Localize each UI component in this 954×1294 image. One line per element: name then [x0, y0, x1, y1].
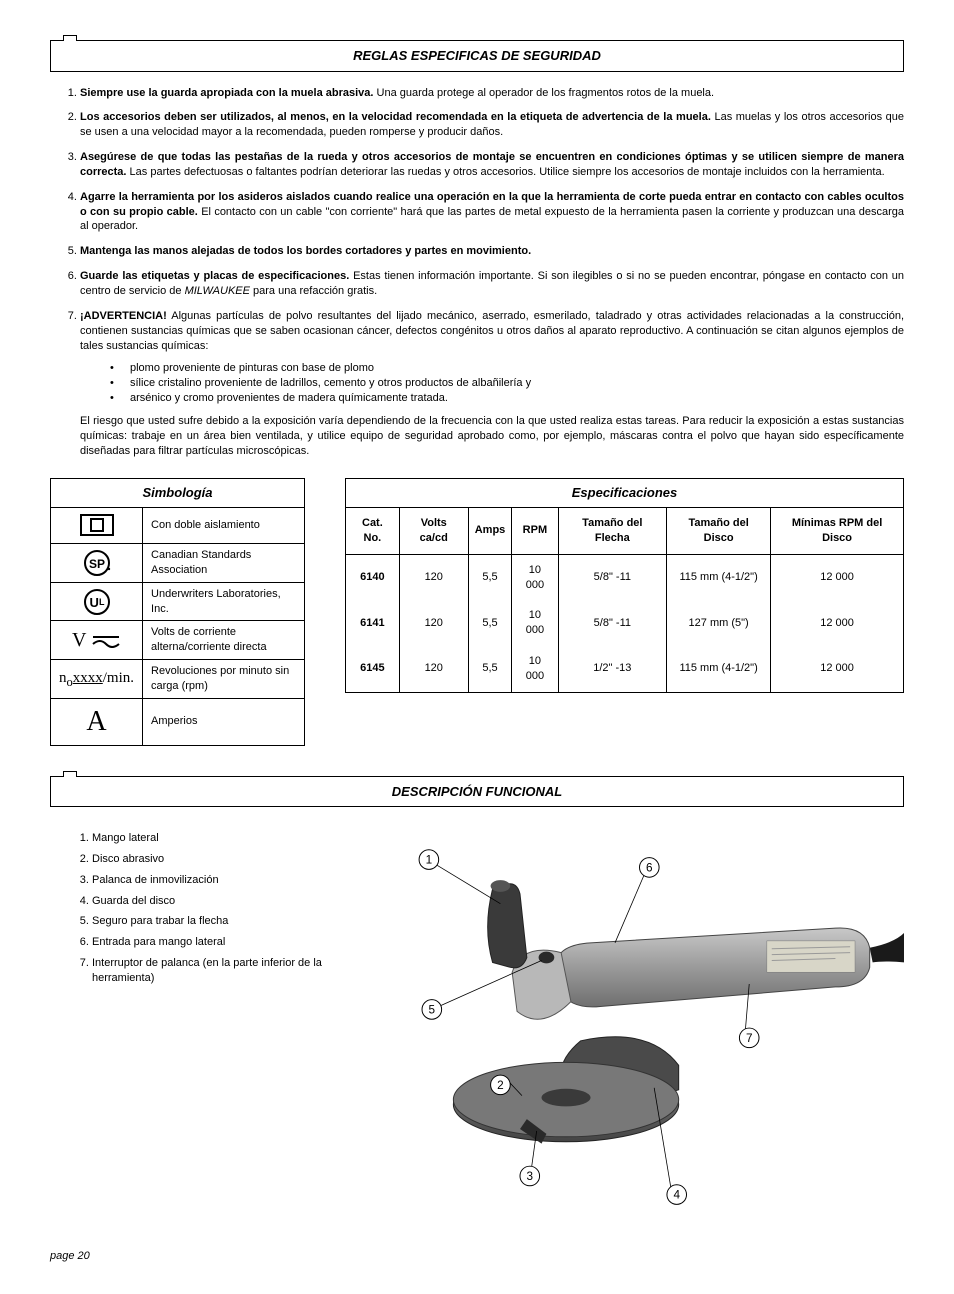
col-header: Cat. No. [346, 507, 400, 554]
list-item: Entrada para mango lateral [92, 935, 355, 950]
symbol-desc: Revoluciones por minuto sin carga (rpm) [143, 660, 305, 699]
rule-item: Guarde las etiquetas y placas de especif… [80, 269, 904, 299]
symbol-desc: Canadian Standards Association [143, 543, 305, 582]
table-header-row: Cat. No. Volts ca/cd Amps RPM Tamaño del… [346, 507, 904, 554]
rule-sublist: plomo proveniente de pinturas con base d… [80, 361, 904, 406]
rule-item: Los accesorios deben ser utilizados, al … [80, 110, 904, 140]
rule-item: Asegúrese de que todas las pestañas de l… [80, 150, 904, 180]
col-header: Mínimas RPM del Disco [771, 507, 904, 554]
svg-text:5: 5 [429, 1003, 436, 1016]
symbol-ul-icon: UL [51, 582, 143, 621]
svg-text:6: 6 [646, 861, 653, 874]
col-header: Tamaño del Flecha [558, 507, 667, 554]
list-item: Disco abrasivo [92, 852, 355, 867]
list-item: Mango lateral [92, 831, 355, 846]
rule-item: Siempre use la guarda apropiada con la m… [80, 86, 904, 101]
rule-after-para: El riesgo que usted sufre debido a la ex… [80, 414, 904, 459]
simbologia-title: Simbología [50, 478, 305, 507]
symbol-ac-dc-icon: V [51, 621, 143, 660]
parts-list: Mango lateral Disco abrasivo Palanca de … [70, 831, 355, 992]
table-row: Con doble aislamiento [51, 507, 305, 543]
rule-subitem: plomo proveniente de pinturas con base d… [110, 361, 904, 376]
list-item: Interruptor de palanca (en la parte infe… [92, 956, 355, 986]
col-header: Amps [468, 507, 512, 554]
table-row: 6140 120 5,5 10 000 5/8" -11 115 mm (4-1… [346, 554, 904, 600]
symbol-double-insulation-icon [51, 507, 143, 543]
symbol-desc: Con doble aislamiento [143, 507, 305, 543]
list-item: Guarda del disco [92, 894, 355, 909]
table-row: UL Underwriters Laboratories, Inc. [51, 582, 305, 621]
symbol-rpm-icon: noxxxx/min. [51, 660, 143, 699]
rule-subitem: arsénico y cromo provenientes de madera … [110, 391, 904, 406]
table-row: V Volts de corriente alterna/corriente d… [51, 621, 305, 660]
table-row: 6145 120 5,5 10 000 1/2" -13 115 mm (4-1… [346, 646, 904, 692]
svg-text:2: 2 [497, 1079, 504, 1092]
col-header: Tamaño del Disco [667, 507, 771, 554]
page-number: page 20 [50, 1249, 904, 1264]
rule-item: Mantenga las manos alejadas de todos los… [80, 244, 904, 259]
symbol-spec-row: Simbología Con doble aislamiento SP Cana… [50, 478, 904, 745]
rule-subitem: sílice cristalino proveniente de ladrill… [110, 376, 904, 391]
safety-rules-list: Siempre use la guarda apropiada con la m… [50, 86, 904, 459]
symbol-amps-icon: A [51, 698, 143, 745]
especificaciones-title: Especificaciones [345, 478, 904, 507]
list-item: Seguro para trabar la flecha [92, 914, 355, 929]
table-row: SP Canadian Standards Association [51, 543, 305, 582]
svg-text:3: 3 [527, 1170, 534, 1183]
list-item: Palanca de inmovilización [92, 873, 355, 888]
col-header: RPM [512, 507, 558, 554]
rule-item: ¡ADVERTENCIA! Algunas partículas de polv… [80, 309, 904, 459]
symbol-desc: Underwriters Laboratories, Inc. [143, 582, 305, 621]
symbol-desc: Volts de corriente alterna/corriente dir… [143, 621, 305, 660]
tool-diagram: 1 6 5 2 3 4 7 [375, 831, 904, 1231]
svg-text:4: 4 [673, 1189, 680, 1202]
svg-text:SP: SP [88, 557, 104, 571]
svg-text:7: 7 [746, 1032, 753, 1045]
col-header: Volts ca/cd [399, 507, 468, 554]
symbol-desc: Amperios [143, 698, 305, 745]
simbologia-table: Simbología Con doble aislamiento SP Cana… [50, 478, 305, 745]
functional-title: DESCRIPCIÓN FUNCIONAL [392, 784, 562, 799]
functional-header: DESCRIPCIÓN FUNCIONAL [50, 776, 904, 808]
svg-text:UL: UL [89, 595, 104, 610]
table-row: noxxxx/min. Revoluciones por minuto sin … [51, 660, 305, 699]
table-row: A Amperios [51, 698, 305, 745]
especificaciones-table: Especificaciones Cat. No. Volts ca/cd Am… [345, 478, 904, 692]
functional-description-section: DESCRIPCIÓN FUNCIONAL Mango lateral Disc… [50, 776, 904, 1232]
safety-rules-header: REGLAS ESPECIFICAS DE SEGURIDAD [50, 40, 904, 72]
safety-rules-title: REGLAS ESPECIFICAS DE SEGURIDAD [353, 48, 601, 63]
symbol-csa-icon: SP [51, 543, 143, 582]
rule-item: Agarre la herramienta por los asideros a… [80, 190, 904, 235]
svg-text:1: 1 [426, 854, 433, 867]
table-row: 6141 120 5,5 10 000 5/8" -11 127 mm (5")… [346, 600, 904, 646]
